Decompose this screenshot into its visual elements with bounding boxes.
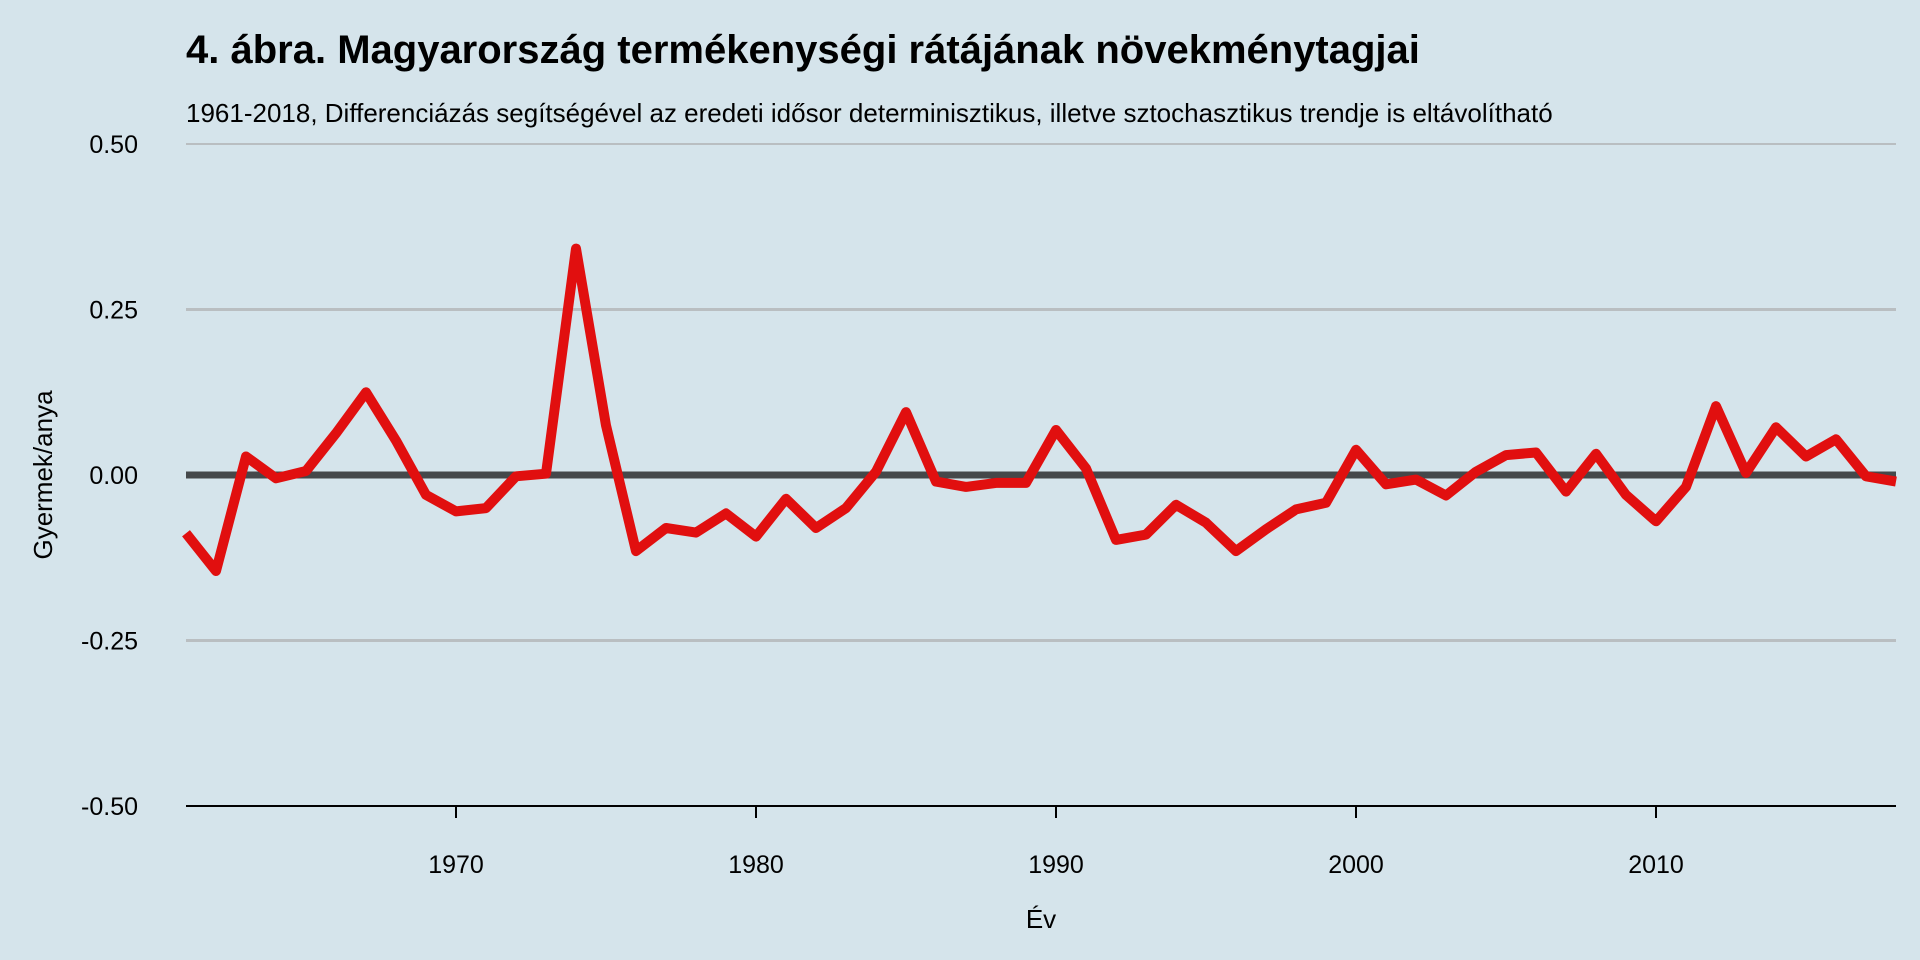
- y-axis-ticks: 0.50 0.25 0.00 -0.25 -0.50: [81, 131, 138, 821]
- y-tick-label: 0.00: [89, 462, 138, 490]
- x-axis-ticks: 1970 1980 1990 2000 2010: [428, 806, 1684, 879]
- y-tick-label: 0.25: [89, 297, 138, 325]
- y-tick-label: 0.50: [89, 131, 138, 159]
- x-tick-label: 2010: [1628, 851, 1684, 879]
- x-tick-label: 2000: [1328, 851, 1384, 879]
- y-axis-title: Gyermek/anya: [28, 390, 58, 560]
- chart-title: 4. ábra. Magyarország termékenységi rátá…: [186, 28, 1420, 72]
- x-tick-label: 1980: [728, 851, 784, 879]
- x-tick-label: 1990: [1028, 851, 1084, 879]
- grid-lines: [186, 143, 1896, 642]
- y-tick-label: -0.50: [81, 793, 138, 821]
- x-tick-label: 1970: [428, 851, 484, 879]
- chart-subtitle: 1961-2018, Differenciázás segítségével a…: [186, 98, 1553, 128]
- y-tick-label: -0.25: [81, 628, 138, 656]
- x-axis-title: Év: [1026, 904, 1056, 934]
- series-line-fertility-increments: [182, 243, 1897, 576]
